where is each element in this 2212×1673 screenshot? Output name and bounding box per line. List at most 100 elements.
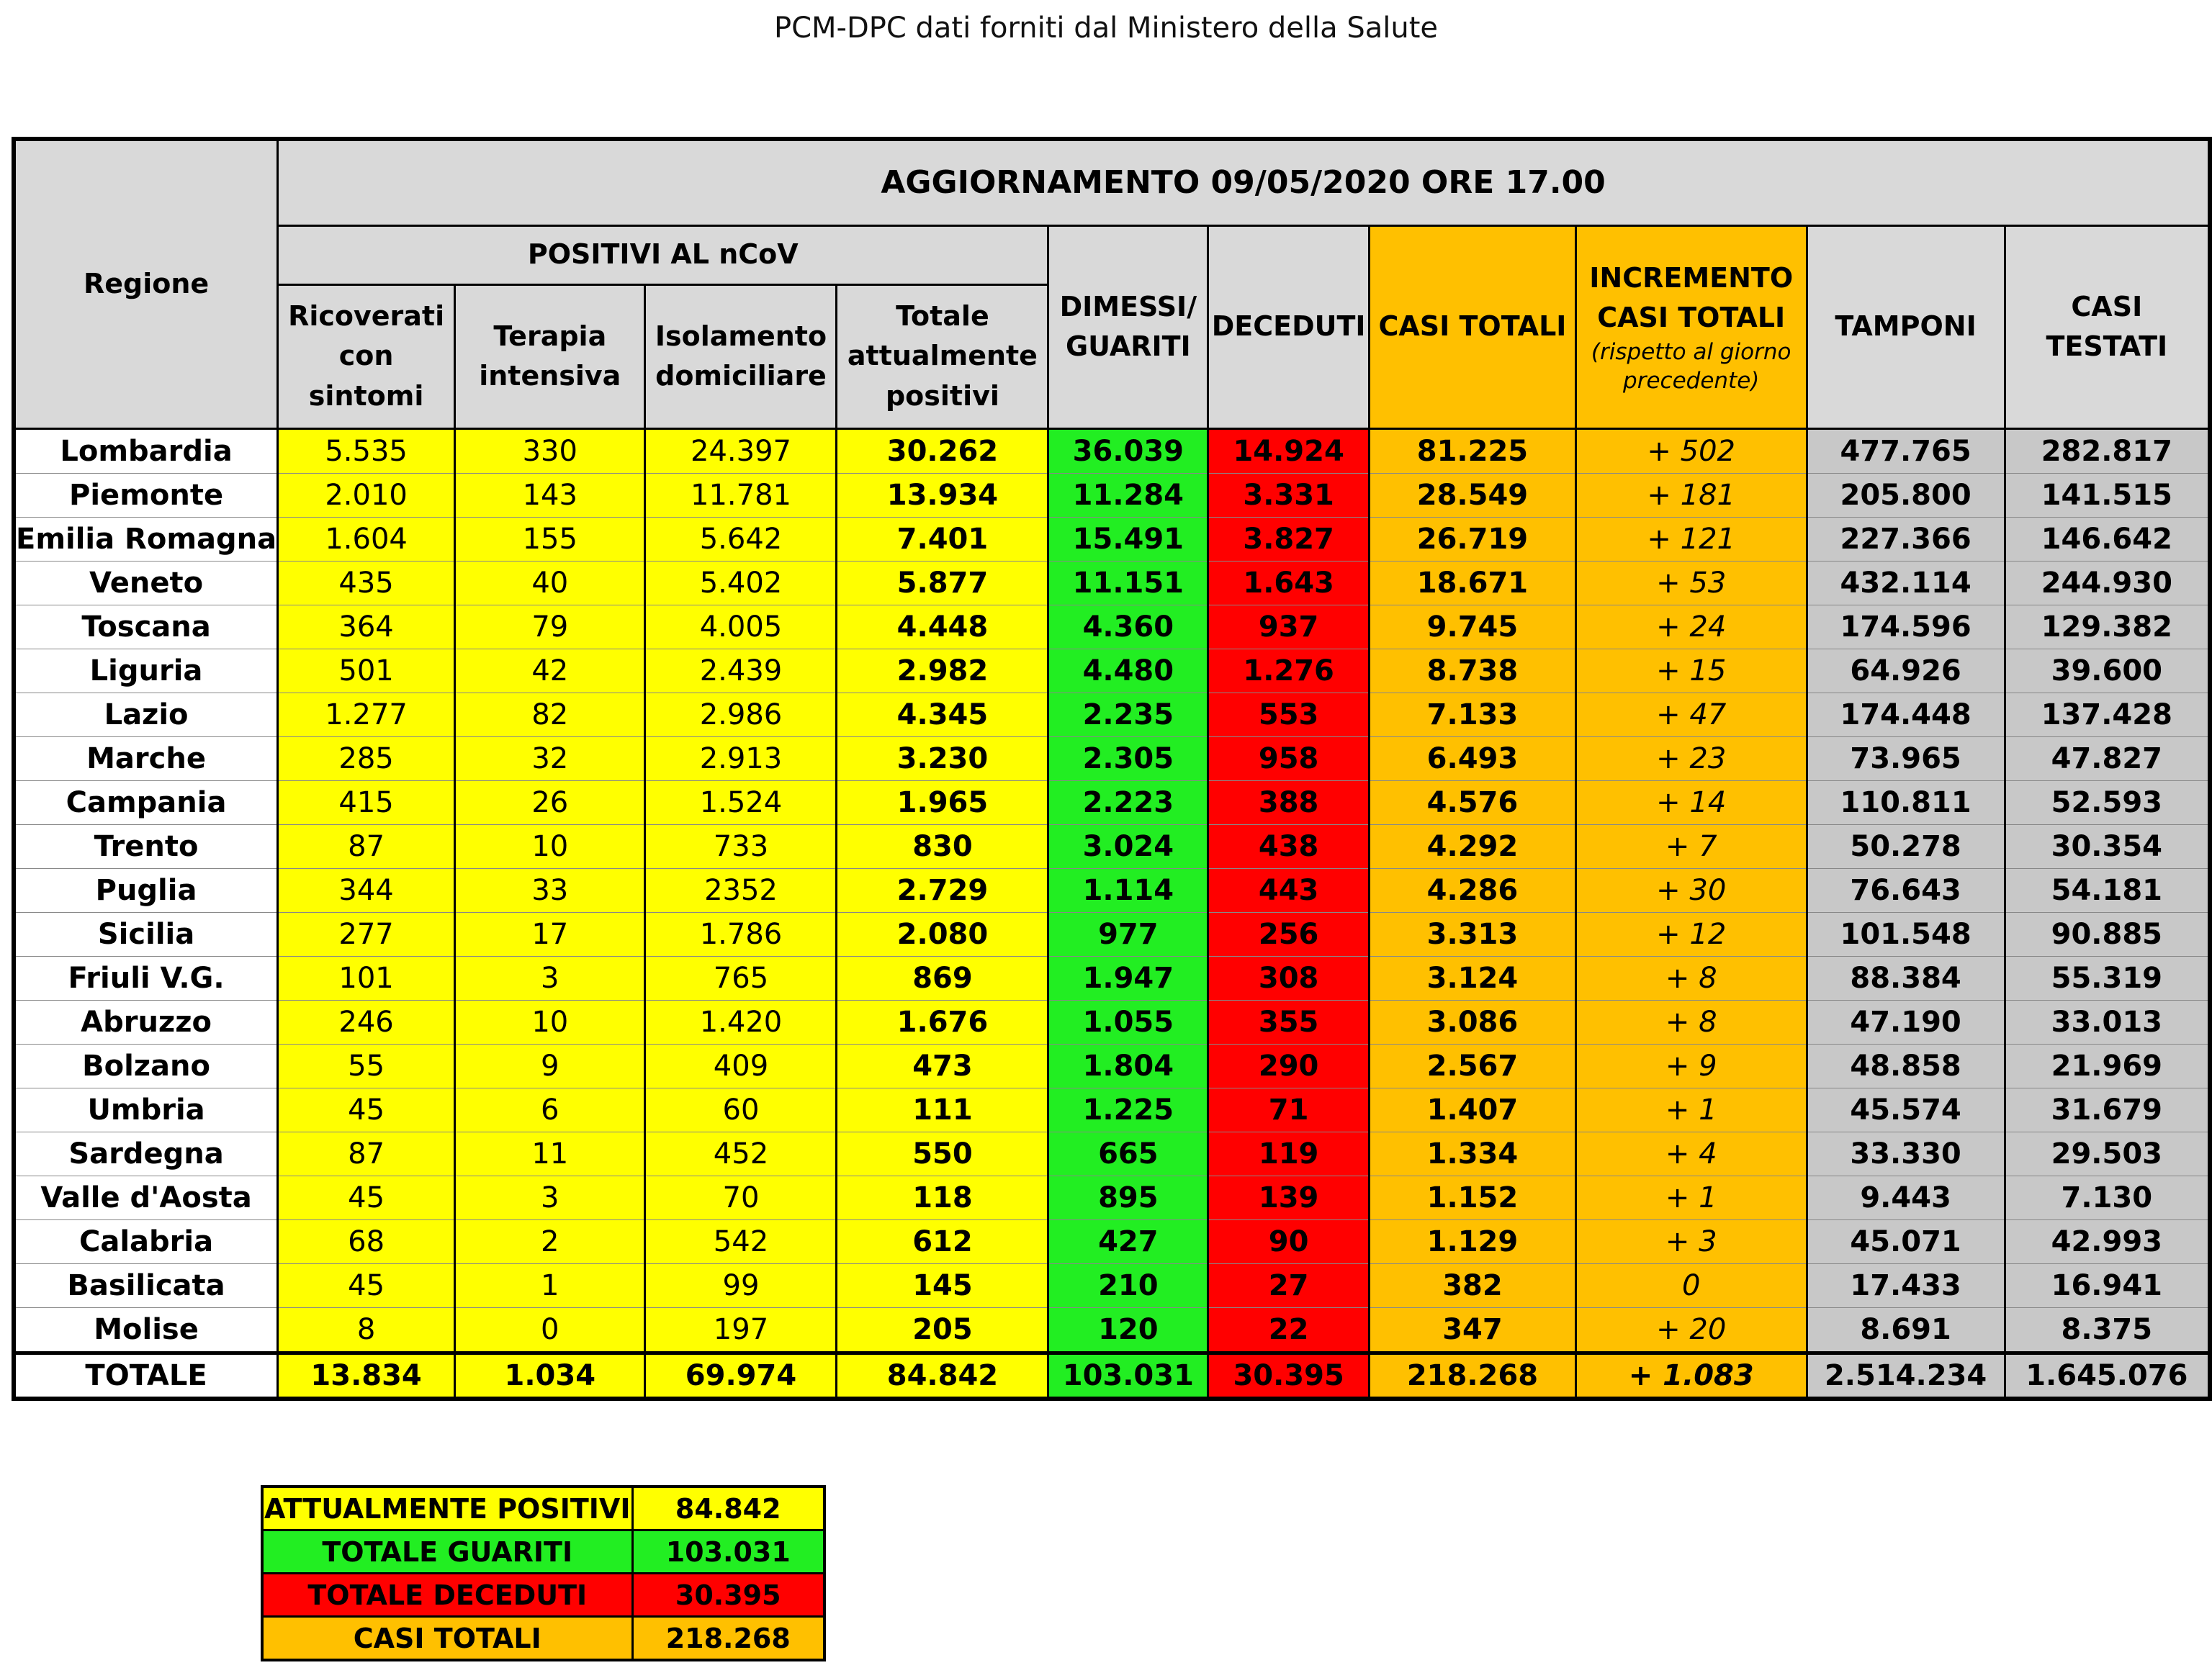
cell: 52.593 — [2003, 780, 2211, 825]
cell: 1.114 — [1047, 867, 1210, 913]
cell: 174.596 — [1805, 604, 2006, 649]
cell: 90 — [1207, 1219, 1370, 1264]
cell: 1.604 — [276, 516, 457, 562]
cell: 382 — [1367, 1263, 1577, 1308]
cell: 665 — [1047, 1131, 1210, 1176]
cell: 4.480 — [1047, 648, 1210, 693]
column-header: TAMPONI — [1805, 224, 2006, 430]
cell: + 20 — [1574, 1307, 1808, 1353]
cell: 409 — [644, 1043, 838, 1088]
cell: 24.397 — [644, 428, 838, 474]
data-row: Basilicata 45 1 99 145 210 27 382 0 17.433 16.941 — [12, 1263, 2211, 1308]
cell: 4.345 — [835, 692, 1050, 737]
cell: 308 — [1207, 955, 1370, 1001]
data-row: Molise 8 0 197 205 120 22 347 + 20 8.691 8.375 — [12, 1307, 2211, 1353]
data-row: Campania 415 26 1.524 1.965 2.223 388 4.576 + 14… — [12, 780, 2211, 825]
cell: 146.642 — [2003, 516, 2211, 562]
cell: 21.969 — [2003, 1043, 2211, 1088]
cell: Lazio — [12, 692, 279, 737]
cell: 937 — [1207, 604, 1370, 649]
cell: 36.039 — [1047, 428, 1210, 474]
data-row: Trento 87 10 733 830 3.024 438 4.292 + 7 50.278 30… — [12, 824, 2211, 869]
cell: 1.643 — [1207, 560, 1370, 605]
total-cell: 218.268 — [1367, 1350, 1577, 1399]
cell: 4.292 — [1367, 824, 1577, 869]
cell: 3 — [454, 1175, 647, 1220]
cell: Calabria — [12, 1219, 279, 1264]
cell: 388 — [1207, 780, 1370, 825]
cell: 70 — [644, 1175, 838, 1220]
data-row: Friuli V.G. 101 3 765 869 1.947 308 3.124 + 8 88.… — [12, 955, 2211, 1001]
cell: 28.549 — [1367, 472, 1577, 518]
cell: 2.305 — [1047, 736, 1210, 781]
data-row: Emilia Romagna 1.604 155 5.642 7.401 15.491 3.… — [12, 516, 2211, 562]
cell: + 121 — [1574, 516, 1808, 562]
column-header: Totale attualmente positivi — [835, 283, 1050, 430]
total-cell: 1.034 — [454, 1350, 647, 1399]
cell: 3.313 — [1367, 911, 1577, 957]
cell: 1.334 — [1367, 1131, 1577, 1176]
cell: 958 — [1207, 736, 1370, 781]
cell: 443 — [1207, 867, 1370, 913]
cell: 155 — [454, 516, 647, 562]
cell: 473 — [835, 1043, 1050, 1088]
region-header: Regione — [12, 137, 279, 430]
cell: 29.503 — [2003, 1131, 2211, 1176]
cell: 13.934 — [835, 472, 1050, 518]
total-cell: TOTALE — [12, 1350, 279, 1399]
cell: 18.671 — [1367, 560, 1577, 605]
cell: 110.811 — [1805, 780, 2006, 825]
summary-cell: TOTALE GUARITI — [261, 1529, 634, 1574]
cell: 50.278 — [1805, 824, 2006, 869]
total-row: TOTALE 13.834 1.034 69.974 84.842 103.031 30.3… — [12, 1350, 2211, 1399]
cell: + 23 — [1574, 736, 1808, 781]
cell: 1.129 — [1367, 1219, 1577, 1264]
cell: 30.354 — [2003, 824, 2211, 869]
cell: 4.286 — [1367, 867, 1577, 913]
update-header: AGGIORNAMENTO 09/05/2020 ORE 17.00 — [276, 137, 2211, 227]
column-header: CASI TOTALI — [1367, 224, 1577, 430]
cell: 2352 — [644, 867, 838, 913]
summary-cell: 218.268 — [631, 1615, 826, 1661]
cell: Liguria — [12, 648, 279, 693]
cell: 277 — [276, 911, 457, 957]
cell: 1.804 — [1047, 1043, 1210, 1088]
data-row: Calabria 68 2 542 612 427 90 1.129 + 3 45.071 42.9… — [12, 1219, 2211, 1264]
data-row: Puglia 344 33 2352 2.729 1.114 443 4.286 + 30 76.… — [12, 867, 2211, 913]
cell: 6.493 — [1367, 736, 1577, 781]
cell: 1.786 — [644, 911, 838, 957]
cell: 364 — [276, 604, 457, 649]
cell: 344 — [276, 867, 457, 913]
column-header: DIMESSI/ GUARITI — [1047, 224, 1210, 430]
cell: 101 — [276, 955, 457, 1001]
cell: 1.420 — [644, 999, 838, 1045]
total-cell: 84.842 — [835, 1350, 1050, 1399]
header-row: Regione AGGIORNAMENTO 09/05/2020 ORE 17.0… — [12, 137, 2211, 430]
cell: 1.276 — [1207, 648, 1370, 693]
total-cell: 103.031 — [1047, 1350, 1210, 1399]
cell: 55.319 — [2003, 955, 2211, 1001]
cell: + 53 — [1574, 560, 1808, 605]
cell: 79 — [454, 604, 647, 649]
cell: 111 — [835, 1087, 1050, 1132]
cell: 290 — [1207, 1043, 1370, 1088]
cell: 347 — [1367, 1307, 1577, 1353]
cell: 501 — [276, 648, 457, 693]
cell: + 30 — [1574, 867, 1808, 913]
cell: 452 — [644, 1131, 838, 1176]
cell: 244.930 — [2003, 560, 2211, 605]
cell: Molise — [12, 1307, 279, 1353]
cell: 330 — [454, 428, 647, 474]
column-header: CASI TESTATI — [2003, 224, 2211, 430]
header-row: Ricoverati con sintomi Terapia intensiva I… — [14, 283, 2210, 430]
cell: 542 — [644, 1219, 838, 1264]
cell: 869 — [835, 955, 1050, 1001]
cell: Bolzano — [12, 1043, 279, 1088]
cell: 48.858 — [1805, 1043, 2006, 1088]
cell: 45 — [276, 1175, 457, 1220]
cell: 76.643 — [1805, 867, 2006, 913]
cell: 30.262 — [835, 428, 1050, 474]
cell: 45.574 — [1805, 1087, 2006, 1132]
cell: 2.729 — [835, 867, 1050, 913]
cell: Basilicata — [12, 1263, 279, 1308]
